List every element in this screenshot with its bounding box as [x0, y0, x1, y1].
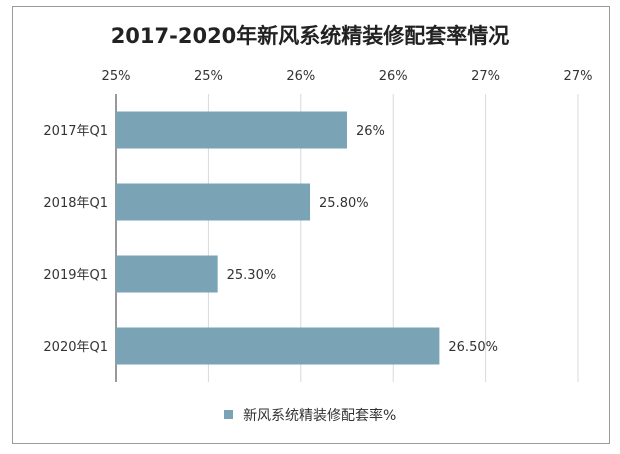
legend-swatch [223, 410, 233, 419]
data-label: 25.80% [319, 196, 369, 211]
bar [116, 255, 218, 293]
x-tick-label: 25% [194, 69, 223, 84]
data-label: 25.30% [227, 268, 277, 283]
bar [116, 111, 347, 149]
bar [116, 183, 311, 221]
legend-label: 新风系统精装修配套率% [243, 408, 397, 424]
category-label: 2017年Q1 [43, 124, 108, 139]
category-label: 2018年Q1 [43, 196, 108, 211]
data-label: 26% [356, 124, 385, 139]
chart-title: 2017-2020年新风系统精装修配套率情况 [110, 24, 510, 48]
x-tick-label: 25% [102, 69, 131, 84]
category-label: 2019年Q1 [43, 268, 108, 283]
x-tick-label: 27% [471, 69, 500, 84]
data-label: 26.50% [448, 340, 498, 355]
x-tick-label: 27% [564, 69, 593, 84]
category-label: 2020年Q1 [43, 340, 108, 355]
x-tick-label: 26% [379, 69, 408, 84]
chart-frame [12, 6, 610, 444]
bar [116, 327, 440, 365]
legend: 新风系统精装修配套率% [0, 405, 620, 425]
x-tick-label: 26% [286, 69, 315, 84]
